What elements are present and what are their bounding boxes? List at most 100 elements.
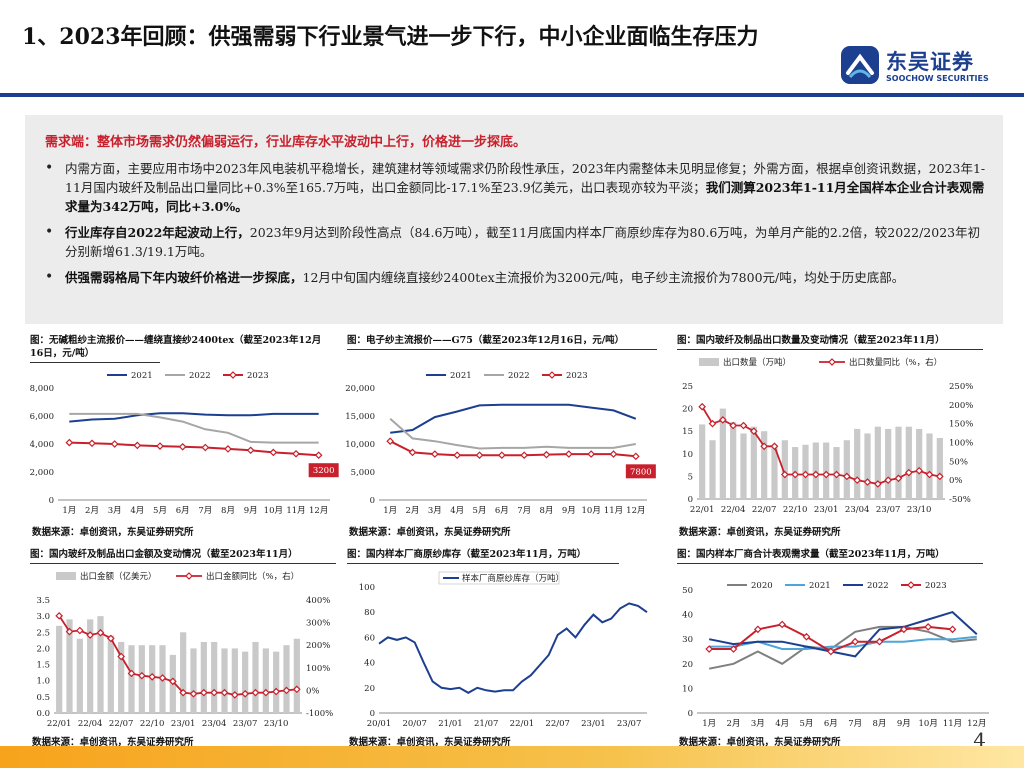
bar xyxy=(87,619,94,713)
y-tick-label: 0 xyxy=(688,709,693,719)
y-tick-label: 10 xyxy=(682,684,693,694)
data-point-yoy xyxy=(292,685,301,694)
x-tick-label: 23/07 xyxy=(233,719,258,729)
data-point-2023 xyxy=(587,450,596,458)
y2-tick-label: -100% xyxy=(306,709,333,719)
bullet-text: 内需方面，主要应用市场中2023年风电装机平稳增长，建筑建材等领域需求仍阶段性承… xyxy=(65,161,986,195)
bar xyxy=(273,651,280,713)
data-point-yoy xyxy=(791,470,800,479)
data-point-2023 xyxy=(705,645,714,653)
bar xyxy=(118,641,125,713)
y-tick-label: 10,000 xyxy=(345,440,375,450)
data-point-2023 xyxy=(609,450,618,458)
legend-label-2021: 2021 xyxy=(450,371,472,381)
y-tick-label: 0 xyxy=(370,709,375,719)
x-tick-label: 23/04 xyxy=(845,505,870,515)
x-tick-label: 8月 xyxy=(540,506,554,516)
caption-underline xyxy=(30,563,336,564)
bar xyxy=(843,440,850,499)
x-tick-label: 2月 xyxy=(727,719,741,729)
x-tick-label: 6月 xyxy=(176,506,190,516)
data-point-yoy xyxy=(106,634,115,643)
bar xyxy=(56,625,63,713)
data-point-2023 xyxy=(269,448,278,457)
y-tick-label: 15 xyxy=(682,427,693,437)
caption-underline xyxy=(677,563,983,564)
soochow-logo-icon xyxy=(841,46,879,84)
x-tick-label: 22/04 xyxy=(78,719,103,729)
y-tick-label: 1.0 xyxy=(36,677,50,687)
bar xyxy=(76,638,83,713)
legend-label-2023: 2023 xyxy=(566,371,588,381)
data-point-yoy xyxy=(873,480,882,488)
y-tick-label: 0.0 xyxy=(36,709,50,719)
x-tick-label: 8月 xyxy=(221,506,235,516)
data-point-yoy xyxy=(760,442,769,451)
logo-name-en: SOOCHOW SECURITIES xyxy=(886,74,989,83)
data-point-yoy xyxy=(251,688,260,697)
y-tick-label: 0 xyxy=(49,496,54,506)
bar xyxy=(66,619,73,713)
data-point-2023 xyxy=(802,632,811,641)
y-tick-label: 60 xyxy=(364,633,375,643)
legend-label-bars: 出口数量（万吨） xyxy=(723,357,791,368)
y2-tick-label: 400% xyxy=(306,596,330,606)
x-tick-label: 5月 xyxy=(473,506,487,516)
data-point-yoy xyxy=(96,628,105,637)
bar xyxy=(916,428,923,499)
chart-panel-yarn-inventory: 图：国内样本厂商原纱库存（截至2023年11月，万吨） 0 20 40 60 80 100… xyxy=(347,548,667,748)
x-tick-label: 22/07 xyxy=(752,505,777,515)
legend-label-2022: 2022 xyxy=(508,371,530,381)
data-point-yoy xyxy=(801,470,810,479)
y-tick-label: 100 xyxy=(359,583,375,593)
bar xyxy=(730,422,737,499)
bullet-highlight: 我们测算2023年1-11月全国样本企业合计表观需求量为342万吨，同比+3.0… xyxy=(65,180,985,214)
data-point-2023 xyxy=(386,437,395,446)
x-tick-label: 2月 xyxy=(85,506,99,516)
data-point-2023 xyxy=(246,446,255,455)
x-tick-label: 11月 xyxy=(286,506,305,516)
y-tick-label: 20,000 xyxy=(345,384,375,394)
company-logo: 东吴证券 SOOCHOW SECURITIES xyxy=(840,45,1010,91)
bar xyxy=(221,648,228,713)
bar xyxy=(242,651,249,713)
legend-label-2020: 2020 xyxy=(751,581,773,591)
annotation-label: 7800 xyxy=(630,467,652,477)
data-point-yoy xyxy=(935,472,944,481)
series-line-yoy xyxy=(701,406,940,485)
bar xyxy=(262,648,269,713)
data-point-2023 xyxy=(875,637,884,646)
data-point-yoy xyxy=(220,688,229,697)
chart-title: 图：国内样本厂商合计表观需求量（截至2023年11月，万吨） xyxy=(677,549,945,560)
data-point-yoy xyxy=(884,476,893,485)
chart-yarn-price: 0 5,000 10,000 15,000 20,000 1月 2月 3月 4月 5月 6月 7月 8月… xyxy=(345,371,656,516)
chart-title: 图：国内样本厂商原纱库存（截至2023年11月，万吨） xyxy=(347,549,587,560)
bar xyxy=(874,426,881,499)
data-point-yoy xyxy=(770,442,779,451)
data-point-yoy xyxy=(230,691,239,699)
summary-bullet-demand: 内需方面，主要应用市场中2023年风电装机平稳增长，建筑建材等领域需求仍阶段性承… xyxy=(39,159,989,216)
data-point-yoy xyxy=(729,421,738,430)
annotation-label: 3200 xyxy=(313,466,335,476)
x-tick-label: 4月 xyxy=(450,506,464,516)
legend-label-2023: 2023 xyxy=(925,581,947,591)
y2-tick-label: 50% xyxy=(949,457,968,467)
bar xyxy=(211,641,218,713)
x-tick-label: 22/04 xyxy=(721,505,746,515)
x-tick-label: 12月 xyxy=(626,506,645,516)
source-note: 数据来源：卓创资讯，东吴证券研究所 xyxy=(679,527,841,538)
y-tick-label: 40 xyxy=(364,659,375,669)
data-point-2023 xyxy=(475,451,484,460)
chart-apparent-demand: 0 10 20 30 40 50 1月 2月 3月 4月 5月 6月 7月 8月 9月 10月 11月 12月 20… xyxy=(682,581,989,729)
legend-label: 样本厂商原纱库存（万吨） xyxy=(462,573,564,584)
y2-tick-label: 200% xyxy=(306,641,330,651)
data-point-2023 xyxy=(753,625,762,634)
y2-tick-label: 150% xyxy=(949,420,973,430)
x-tick-label: 5月 xyxy=(800,719,814,729)
x-tick-label: 6月 xyxy=(824,719,838,729)
chart-export-value: 0.0 0.5 1.0 1.5 2.0 2.5 3.0 3.5 -100% 0% 100% 200% 3… xyxy=(36,571,333,729)
y-tick-label: 2.0 xyxy=(36,644,50,654)
x-tick-label: 11月 xyxy=(943,719,962,729)
data-point-yoy xyxy=(210,688,219,697)
y-tick-label: 40 xyxy=(682,611,693,621)
